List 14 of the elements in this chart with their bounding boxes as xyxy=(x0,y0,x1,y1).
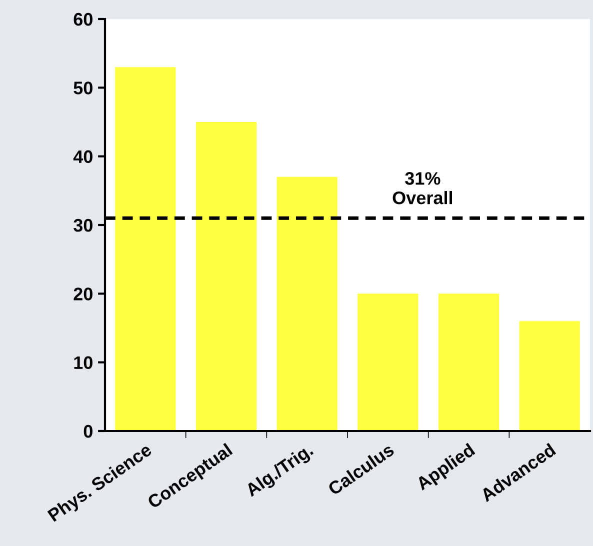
ref-line-label: 31% Overall xyxy=(392,172,452,204)
y-tick-label: 40 xyxy=(73,150,92,164)
y-tick-label: 0 xyxy=(84,424,92,438)
y-tick-label: 50 xyxy=(74,82,92,94)
bar xyxy=(115,67,176,431)
y-tick-label: 30 xyxy=(74,218,92,232)
bar xyxy=(276,176,338,431)
bar xyxy=(196,122,257,431)
bar xyxy=(358,294,418,431)
y-tick-label: 10 xyxy=(74,356,92,370)
bar xyxy=(438,294,500,431)
y-tick-label: 20 xyxy=(74,288,92,300)
bar xyxy=(519,321,580,431)
y-tick-label: 60 xyxy=(74,12,92,26)
